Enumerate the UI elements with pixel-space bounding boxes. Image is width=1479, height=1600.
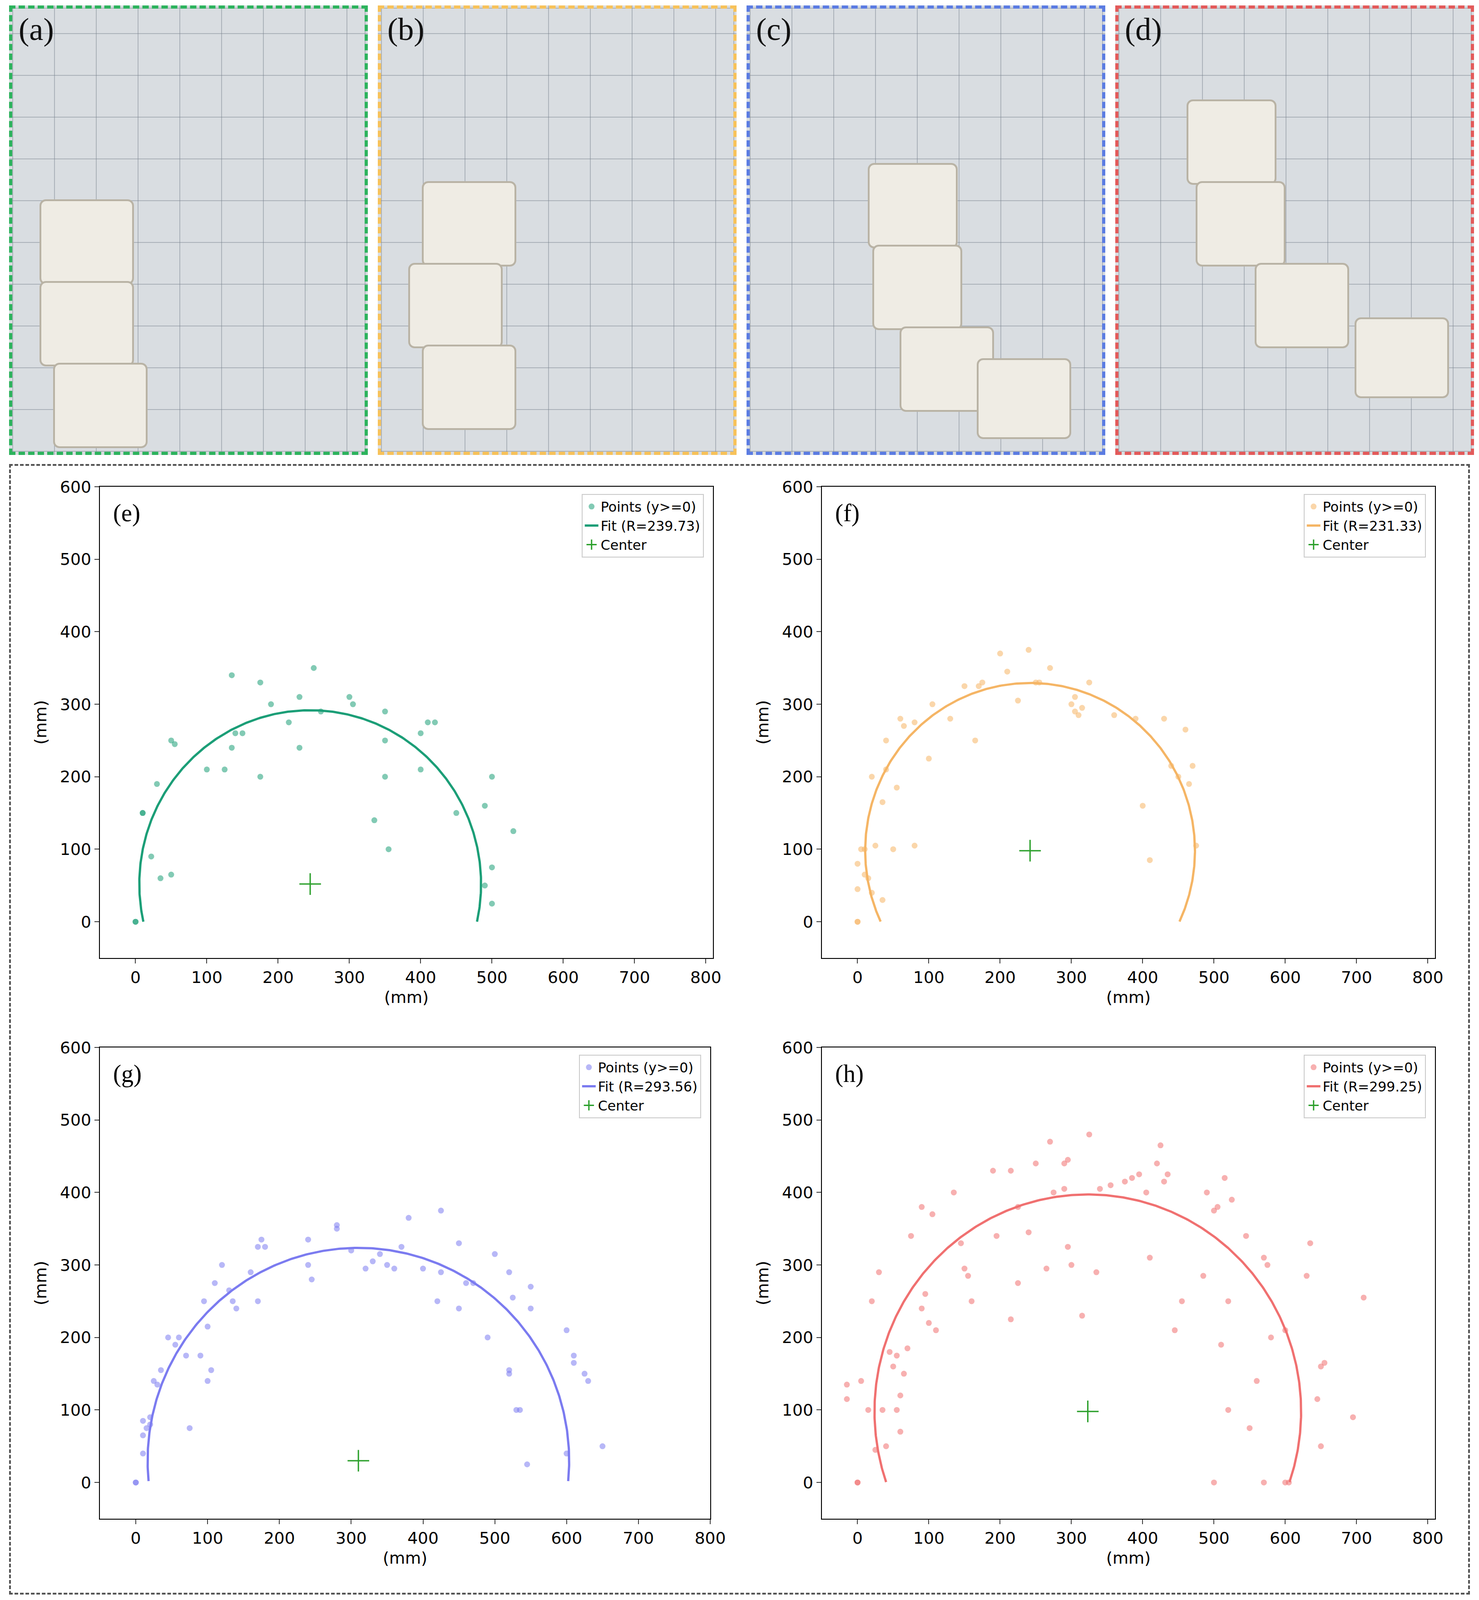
- svg-text:(mm): (mm): [1106, 988, 1151, 1007]
- svg-text:700: 700: [1340, 968, 1373, 987]
- svg-text:800: 800: [1412, 968, 1444, 987]
- svg-text:600: 600: [1269, 1528, 1301, 1548]
- svg-text:Fit (R=299.25): Fit (R=299.25): [1322, 1078, 1423, 1095]
- svg-text:100: 100: [781, 1400, 814, 1420]
- svg-text:600: 600: [781, 1038, 814, 1058]
- svg-text:300: 300: [781, 1256, 814, 1275]
- svg-text:100: 100: [59, 1400, 92, 1420]
- svg-text:800: 800: [694, 1528, 727, 1548]
- svg-text:(mm): (mm): [753, 1261, 772, 1306]
- svg-text:400: 400: [59, 622, 92, 642]
- svg-text:300: 300: [1055, 968, 1088, 987]
- svg-text:100: 100: [913, 968, 945, 987]
- html-text:(a): (a): [18, 11, 54, 47]
- svg-text:(mm): (mm): [31, 700, 50, 745]
- svg-text:Fit (R=231.33): Fit (R=231.33): [1322, 518, 1423, 535]
- svg-text:200: 200: [263, 1528, 296, 1548]
- svg-text:400: 400: [781, 1183, 814, 1202]
- svg-text:200: 200: [781, 1328, 814, 1347]
- svg-text:400: 400: [407, 1528, 439, 1548]
- svg-text:Points (y>=0): Points (y>=0): [1322, 499, 1419, 515]
- svg-text:500: 500: [1198, 1528, 1230, 1548]
- svg-text:(mm): (mm): [1106, 1548, 1151, 1568]
- svg-text:Center: Center: [1322, 537, 1370, 554]
- svg-text:0: 0: [852, 968, 863, 987]
- svg-text:Points (y>=0): Points (y>=0): [1322, 1059, 1419, 1076]
- svg-text:500: 500: [781, 549, 814, 569]
- svg-text:(mm): (mm): [382, 1548, 428, 1568]
- svg-text:200: 200: [984, 1528, 1016, 1548]
- svg-text:0: 0: [802, 1473, 814, 1493]
- svg-text:400: 400: [1127, 968, 1159, 987]
- svg-text:(g): (g): [113, 1060, 142, 1088]
- html-text:(b): (b): [387, 11, 425, 47]
- svg-text:200: 200: [984, 968, 1016, 987]
- svg-text:500: 500: [781, 1110, 814, 1130]
- svg-text:0: 0: [130, 1528, 142, 1548]
- svg-text:600: 600: [1269, 968, 1301, 987]
- svg-text:0: 0: [80, 912, 92, 932]
- svg-text:Points (y>=0): Points (y>=0): [600, 499, 697, 515]
- svg-text:Center: Center: [1322, 1098, 1370, 1114]
- svg-text:100: 100: [192, 1528, 224, 1548]
- svg-text:700: 700: [618, 968, 651, 987]
- svg-text:(h): (h): [835, 1060, 864, 1088]
- svg-text:300: 300: [333, 968, 366, 987]
- svg-text:100: 100: [781, 840, 814, 859]
- svg-text:Points (y>=0): Points (y>=0): [598, 1059, 694, 1076]
- svg-text:0: 0: [130, 968, 141, 987]
- svg-text:500: 500: [59, 549, 92, 569]
- svg-text:Center: Center: [600, 537, 648, 554]
- svg-text:(mm): (mm): [31, 1261, 50, 1306]
- svg-text:800: 800: [1412, 1528, 1444, 1548]
- svg-text:0: 0: [80, 1473, 92, 1493]
- svg-text:500: 500: [1198, 968, 1230, 987]
- svg-text:600: 600: [547, 968, 579, 987]
- svg-text:400: 400: [59, 1183, 92, 1202]
- svg-text:200: 200: [781, 767, 814, 787]
- svg-text:600: 600: [59, 477, 92, 497]
- svg-text:300: 300: [59, 1256, 92, 1275]
- svg-text:500: 500: [59, 1110, 92, 1130]
- svg-text:200: 200: [262, 968, 294, 987]
- svg-text:100: 100: [191, 968, 223, 987]
- html-text:(d): (d): [1124, 11, 1162, 47]
- svg-text:400: 400: [1127, 1528, 1159, 1548]
- svg-text:500: 500: [479, 1528, 511, 1548]
- svg-text:300: 300: [335, 1528, 367, 1548]
- svg-text:Fit (R=293.56): Fit (R=293.56): [598, 1078, 698, 1095]
- svg-text:(mm): (mm): [384, 988, 429, 1007]
- svg-text:(e): (e): [113, 499, 141, 527]
- svg-text:600: 600: [550, 1528, 583, 1548]
- svg-text:300: 300: [1055, 1528, 1088, 1548]
- svg-text:600: 600: [59, 1038, 92, 1058]
- svg-text:100: 100: [913, 1528, 945, 1548]
- svg-text:700: 700: [1340, 1528, 1373, 1548]
- svg-text:400: 400: [781, 622, 814, 642]
- svg-text:300: 300: [781, 695, 814, 714]
- svg-text:800: 800: [690, 968, 722, 987]
- svg-text:Fit (R=239.73): Fit (R=239.73): [600, 518, 701, 535]
- svg-text:0: 0: [852, 1528, 863, 1548]
- svg-text:(mm): (mm): [753, 700, 772, 745]
- svg-text:0: 0: [802, 912, 814, 932]
- svg-text:200: 200: [59, 767, 92, 787]
- svg-text:600: 600: [781, 477, 814, 497]
- svg-text:(f): (f): [835, 499, 860, 527]
- svg-text:500: 500: [476, 968, 508, 987]
- svg-text:200: 200: [59, 1328, 92, 1347]
- svg-text:700: 700: [623, 1528, 655, 1548]
- svg-text:Center: Center: [598, 1098, 645, 1114]
- svg-text:100: 100: [59, 840, 92, 859]
- svg-text:300: 300: [59, 695, 92, 714]
- svg-text:400: 400: [405, 968, 437, 987]
- html-text:(c): (c): [756, 11, 792, 47]
